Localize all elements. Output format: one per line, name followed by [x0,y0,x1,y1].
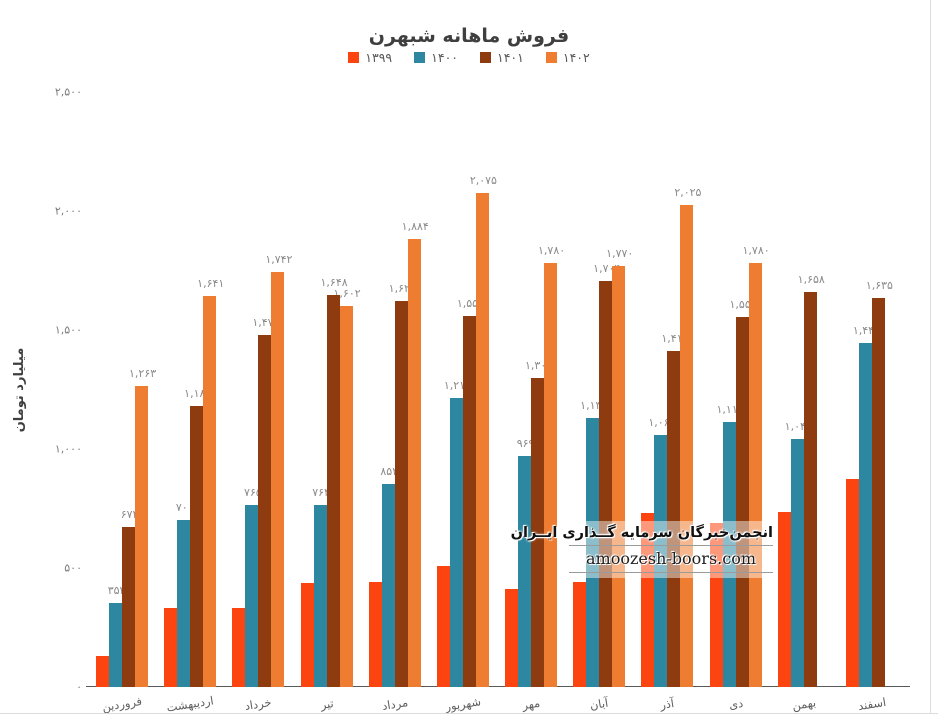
bar-۱۴۰۰-month-8 [654,434,668,687]
bar-۱۴۰۱-month-1 [190,405,204,687]
legend-label: ۱۳۹۹ [365,50,393,65]
legend-item-۱۴۰۰: ۱۴۰۰ [414,50,458,65]
bar-۱۴۰۰-month-6 [518,456,532,687]
bar-۱۴۰۱-month-2 [258,335,272,687]
bar-۱۴۰۲-month-3 [339,305,353,687]
bar-۱۴۰۱-month-3 [326,294,340,687]
bar-۱۴۰۱-month-4 [394,301,408,687]
bar-value-label: ۱,۷۷۰ [606,246,634,260]
y-axis-title: میلیارد تومان [12,347,27,433]
bar-value-label: ۸۵۳ [380,464,399,478]
legend-swatch-icon [545,52,557,63]
bar-۱۴۰۱-month-5 [462,316,476,687]
y-axis-tick-label: ۰ [76,680,82,694]
bar-value-label: ۱,۶۵۸ [797,273,825,287]
bar-۱۴۰۱-month-6 [531,377,545,687]
bar-value-label: ۱,۸۸۴ [401,219,429,233]
bar-۱۴۰۰-month-1 [177,520,191,687]
y-axis-tick-label: ۲,۵۰۰ [54,85,82,99]
y-axis-tick-label: ۱,۵۰۰ [54,323,82,337]
bar-۱۳۹۹-month-0 [96,656,110,687]
bar-۱۴۰۲-month-6 [544,263,558,687]
legend-item-۱۴۰۱: ۱۴۰۱ [480,50,524,65]
bar-value-label: ۱,۶۳۵ [865,278,893,292]
bar-۱۴۰۰-month-2 [245,504,259,687]
bar-value-label: ۱,۶۴۸ [320,275,348,289]
bar-۱۴۰۲-month-1 [203,296,217,687]
bar-۱۴۰۱-month-10 [803,292,817,687]
watermark-divider-top [569,545,773,546]
watermark-divider-bottom [569,572,773,573]
bar-۱۴۰۰-month-9 [722,421,736,687]
bar-۱۴۰۰-month-10 [790,439,804,687]
legend-label: ۱۴۰۱ [497,50,524,65]
bar-۱۴۰۱-month-7 [599,281,613,687]
bar-۱۴۰۲-month-9 [748,263,762,687]
bar-۱۴۰۰-month-0 [109,602,123,687]
bar-۱۳۹۹-month-5 [436,565,450,687]
bar-value-label: ۷۰۰ [175,501,194,515]
y-axis-tick-label: ۲,۰۰۰ [54,204,82,218]
y-axis-tick-label: ۱,۰۰۰ [54,442,82,456]
x-axis-line [86,686,910,688]
bar-۱۳۹۹-month-9 [709,522,723,687]
bar-value-label: ۲,۰۲۵ [674,186,702,200]
legend-label: ۱۴۰۲ [562,50,590,65]
bar-۱۴۰۲-month-4 [407,238,421,687]
legend-item-۱۳۹۹: ۱۳۹۹ [348,50,392,65]
legend-label: ۱۴۰۰ [431,50,458,65]
bar-۱۳۹۹-month-6 [505,589,519,687]
bar-۱۴۰۰-month-4 [381,483,395,687]
bar-۱۴۰۱-month-0 [122,527,136,687]
bar-۱۴۰۲-month-7 [612,265,626,687]
legend-swatch-icon [348,52,360,63]
bar-۱۴۰۰-month-11 [858,343,872,687]
bar-۱۴۰۱-month-8 [667,350,681,687]
bar-۱۳۹۹-month-8 [641,513,655,687]
bar-۱۴۰۲-month-8 [680,205,694,687]
bar-value-label: ۱,۶۴۱ [197,277,225,291]
bar-value-label: ۹۶۹ [516,437,535,451]
bar-۱۳۹۹-month-10 [777,512,791,687]
bar-۱۴۰۱-month-11 [871,297,885,687]
bar-value-label: ۷۶۵ [244,485,262,499]
bar-value-label: ۱,۷۸۰ [538,244,566,258]
chart-title: فروش ماهانه شبهرن [368,24,570,47]
legend-swatch-icon [480,52,491,63]
bar-value-label: ۱,۲۶۳ [129,367,157,381]
bar-۱۳۹۹-month-4 [368,582,382,687]
bar-۱۴۰۱-month-9 [735,317,749,687]
bar-۱۴۰۲-month-2 [271,272,285,687]
bar-۱۳۹۹-month-11 [845,478,859,687]
bar-value-label: ۱,۷۴۲ [265,253,293,267]
bar-value-label: ۲,۰۷۵ [469,174,497,188]
watermark-organization-text: انجمن‌خبرگان سرمایه گــذاری ایــران [510,525,773,541]
watermark: انجمن‌خبرگان سرمایه گــذاری ایــران amoo… [510,521,775,578]
bar-۱۴۰۰-month-3 [313,505,327,687]
y-axis-tick-label: ۵۰۰ [64,561,82,575]
bar-۱۳۹۹-month-1 [164,608,178,687]
bar-value-label: ۶۷۲ [120,508,139,522]
legend-item-۱۴۰۲: ۱۴۰۲ [545,50,590,65]
bar-value-label: ۱,۷۸۰ [742,244,770,258]
watermark-website-text: amoozesh-boors.com [585,549,756,568]
bar-۱۳۹۹-month-2 [232,608,246,687]
bar-۱۴۰۰-month-5 [449,397,463,687]
bar-۱۴۰۰-month-7 [586,417,600,687]
frame-border-bottom [0,713,938,714]
bar-۱۴۰۲-month-0 [135,386,149,687]
legend-swatch-icon [414,52,426,63]
bar-value-label: ۷۶۴ [312,486,330,500]
bar-۱۴۰۲-month-5 [475,193,489,687]
bar-۱۳۹۹-month-7 [573,582,587,687]
chart-legend: ۱۳۹۹ ۱۴۰۰ ۱۴۰۱ ۱۴۰۲ [0,50,938,65]
bar-value-label: ۱,۶۰۲ [333,286,361,300]
bar-۱۳۹۹-month-3 [300,583,314,687]
bar-value-label: ۳۵۴ [107,583,126,597]
frame-border-right [930,0,931,714]
